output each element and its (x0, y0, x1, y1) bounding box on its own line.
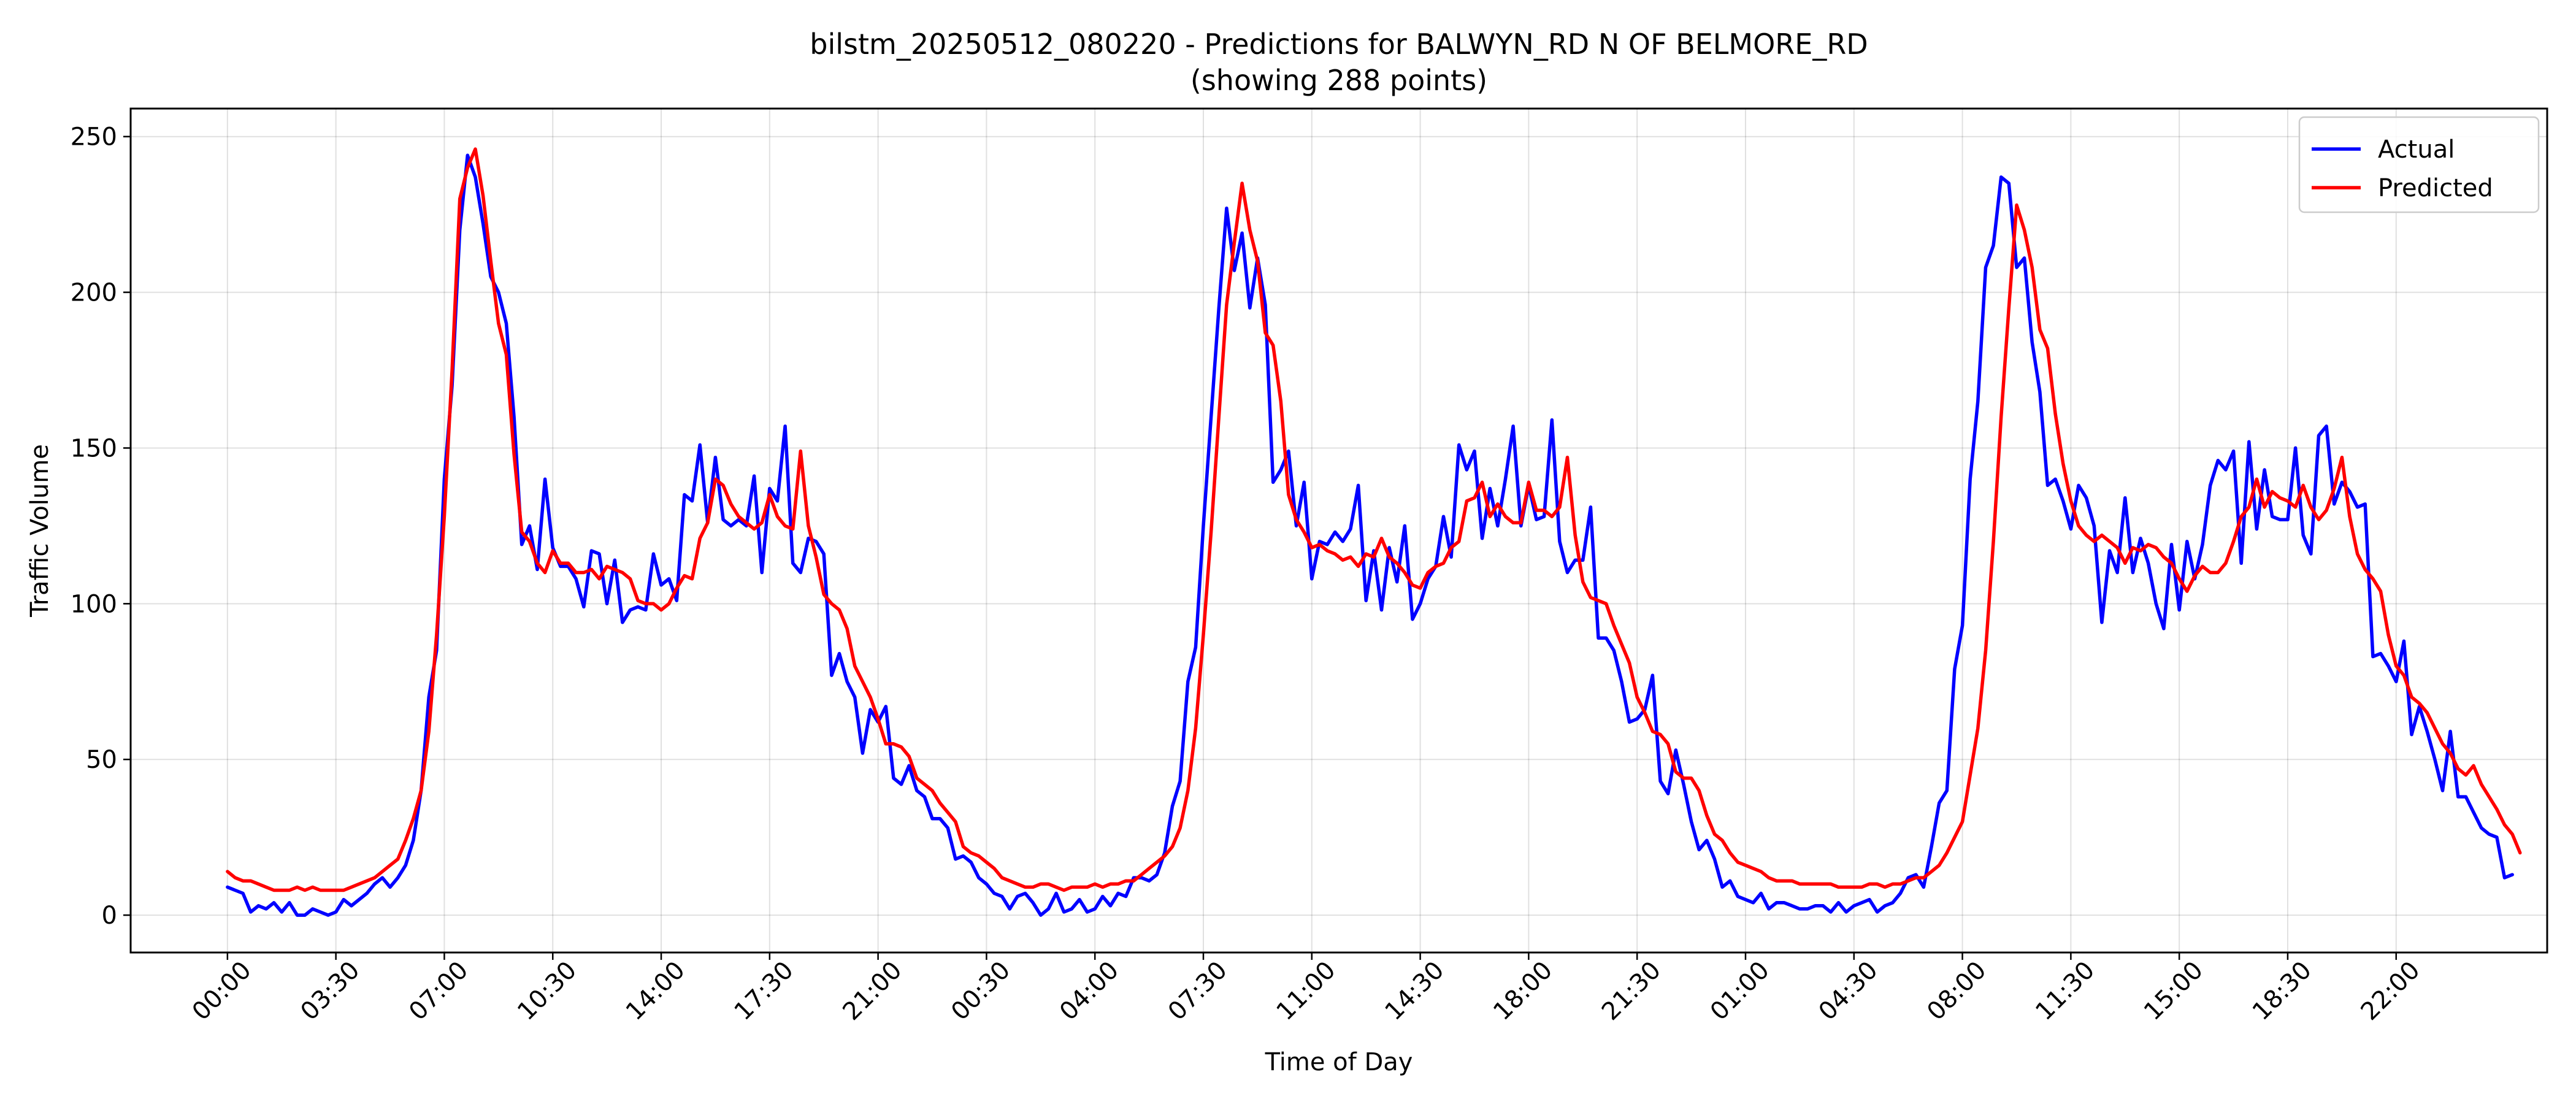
x-axis-label: Time of Day (1265, 1048, 1413, 1076)
legend-label: Predicted (2378, 174, 2493, 202)
y-axis-label: Traffic Volume (26, 444, 54, 618)
y-axis-ticks: 0 50 100 150 200 250 (71, 123, 131, 930)
chart-subtitle: (showing 288 points) (1190, 64, 1487, 97)
series-line-predicted (226, 147, 2522, 892)
series-group (226, 147, 2522, 917)
chart-title: bilstm_20250512_080220 - Predictions for… (810, 28, 1868, 61)
plot-frame (129, 107, 2548, 954)
legend-label: Actual (2378, 136, 2455, 164)
y-tick-label: 200 (71, 279, 117, 307)
y-tick-label: 250 (71, 123, 117, 151)
series-line-actual (226, 153, 2514, 917)
y-tick-label: 100 (71, 590, 117, 618)
legend: Actual Predicted (2298, 116, 2540, 213)
y-tick-label: 150 (71, 434, 117, 462)
y-tick-label: 0 (102, 902, 117, 930)
y-tick-label: 50 (86, 746, 117, 774)
